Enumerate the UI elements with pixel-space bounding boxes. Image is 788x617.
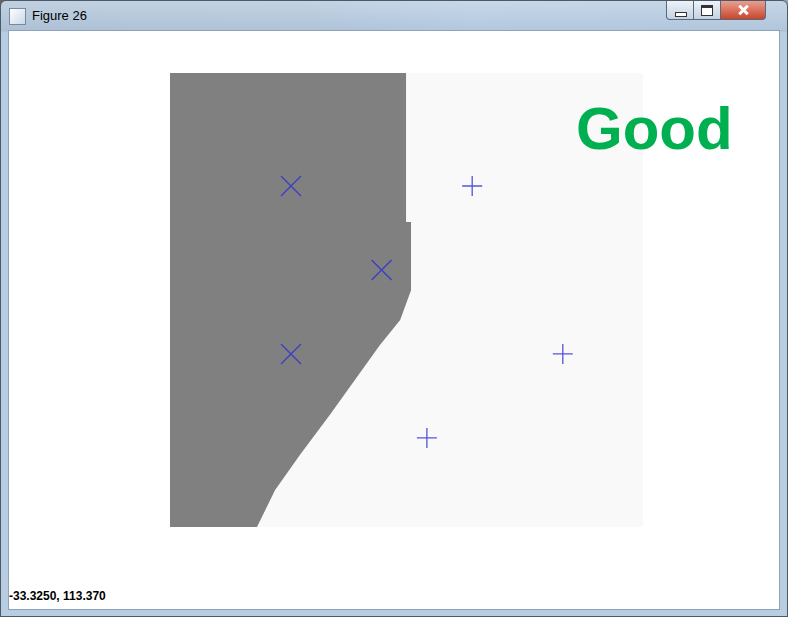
html-text:Figure 26: Figure 26	[32, 8, 87, 23]
html-text:-33.3250, 113.370: -33.3250, 113.370	[9, 589, 106, 603]
svg-text:Good: Good	[576, 95, 733, 162]
